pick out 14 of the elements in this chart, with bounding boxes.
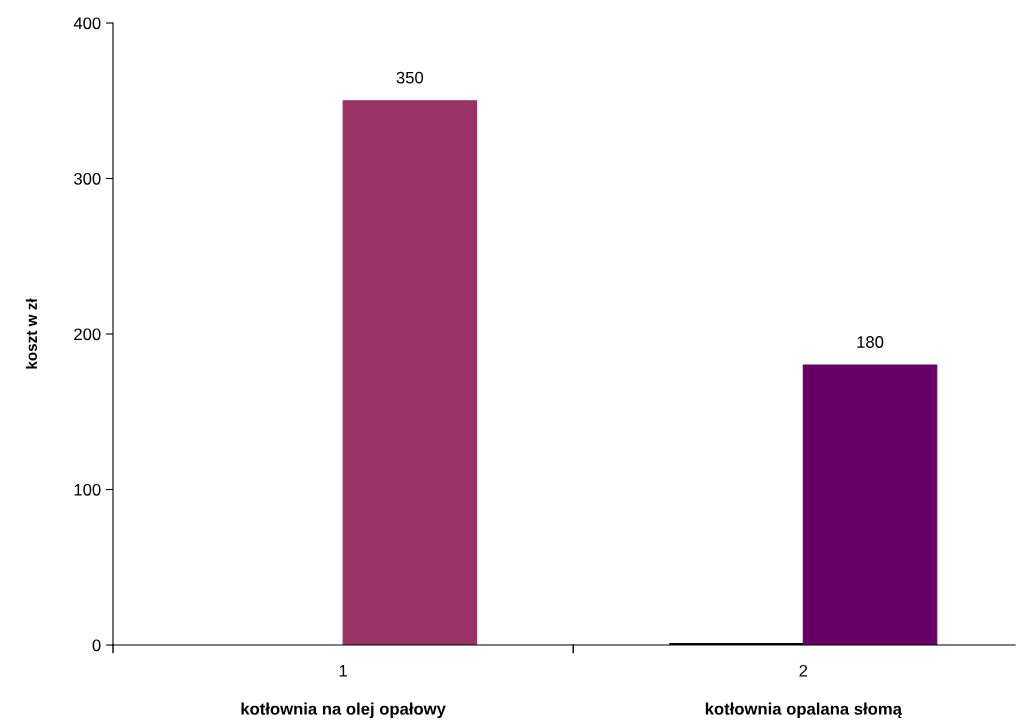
data-label: 350	[396, 71, 424, 84]
x-tick-label: 2	[799, 664, 808, 677]
bar	[342, 100, 478, 645]
y-tick-label: 0	[92, 639, 101, 652]
data-label: 180	[857, 336, 884, 348]
y-tick-label: 100	[74, 483, 101, 496]
y-tick-label: 200	[74, 328, 101, 341]
text: kotłownia opalana słomą	[705, 702, 903, 719]
bar	[802, 364, 938, 645]
x-tick-label: 1	[339, 665, 347, 677]
y-tick-label: 300	[74, 172, 101, 185]
y-tick-label: 400	[73, 17, 101, 30]
y-axis-title: koszt w zł	[25, 298, 38, 369]
text: kotłownia na olej opałowy	[241, 702, 446, 719]
